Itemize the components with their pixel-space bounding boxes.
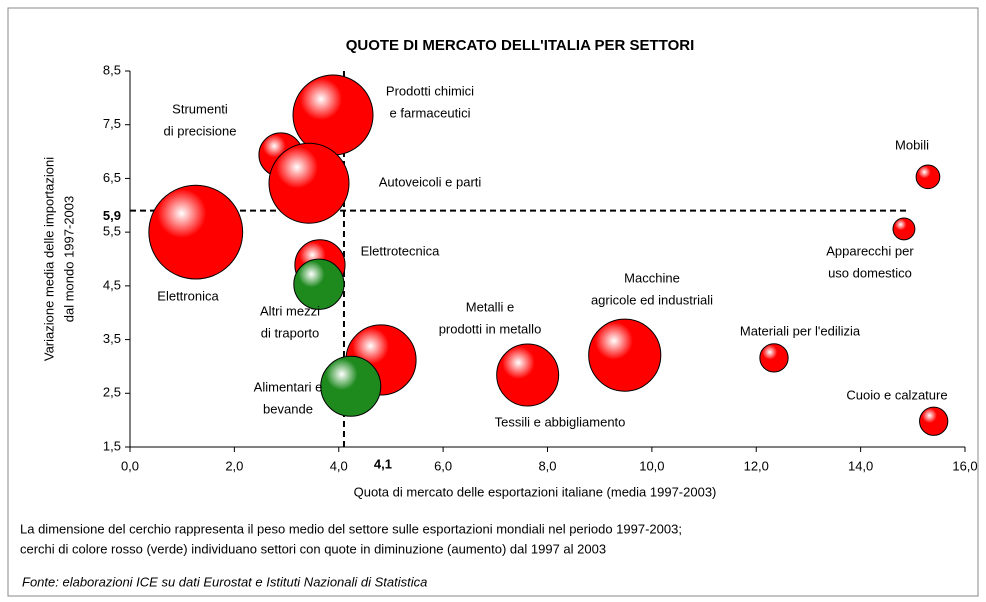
bubble-label: Autoveicoli e parti [379,174,482,189]
y-tick-label: 1,5 [103,438,121,453]
source: Fonte: elaborazioni ICE su dati Eurostat… [22,574,427,589]
bubble-label: di precisione [164,123,237,138]
bubble-label: Strumenti [172,101,228,116]
reference-label: 4,1 [374,456,392,471]
x-tick-label: 12,0 [744,458,769,473]
y-tick-label: 4,5 [103,277,121,292]
x-tick-label: 6,0 [434,458,452,473]
bubble [919,406,949,436]
bubble [320,355,382,417]
note: La dimensione del cerchio rappresenta il… [20,521,682,536]
bubble [496,343,560,407]
x-tick-label: 14,0 [848,458,873,473]
bubble-label: Alimentari e [254,379,323,394]
bubble-label: Tessili e abbigliamento [495,414,626,429]
bubble-label: bevande [263,401,313,416]
bubble [588,318,662,392]
y-axis-label: Variazione media delle importazioni [41,157,56,361]
bubble-label: Elettronica [157,288,219,303]
frame [7,7,979,597]
bubble-label: Materiali per l'edilizia [740,323,861,338]
reference-label: 5,9 [103,208,121,223]
x-tick-label: 0,0 [121,458,139,473]
bubble-label: uso domestico [828,265,912,280]
bubble [892,217,916,241]
y-tick-label: 8,5 [103,62,121,77]
x-tick-label: 2,0 [225,458,243,473]
bubble-label: di traporto [261,325,320,340]
bubble-label: Apparecchi per [826,243,914,258]
chart-title: QUOTE DI MERCATO DELL'ITALIA PER SETTORI [346,37,695,54]
bubble-label: Altri mezzi [260,303,320,318]
bubble-label: prodotti in metallo [439,321,542,336]
bubble-label: Macchine [624,270,680,285]
x-tick-label: 16,0 [952,458,977,473]
bubble-label: Prodotti chimici [386,83,474,98]
note: cerchi di colore rosso (verde) individua… [20,541,606,556]
y-tick-label: 2,5 [103,385,121,400]
bubble-label: Elettrotecnica [361,243,441,258]
x-tick-label: 10,0 [639,458,664,473]
bubble-label: agricole ed industriali [591,292,713,307]
bubble-label: Cuoio e calzature [846,387,947,402]
y-tick-label: 6,5 [103,170,121,185]
x-axis-label: Quota di mercato delle esportazioni ital… [354,484,717,499]
bubble [293,258,345,310]
bubble-label: e farmaceutici [390,105,471,120]
y-axis-label: dal mondo 1997-2003 [61,196,76,323]
x-tick-label: 4,0 [330,458,348,473]
y-tick-label: 5,5 [103,224,121,239]
x-tick-label: 8,0 [538,458,556,473]
y-tick-label: 3,5 [103,331,121,346]
bubble [759,343,789,373]
bubble-label: Mobili [895,137,929,152]
bubble [148,184,244,280]
bubble [915,164,941,190]
bubble-label: Metalli e [466,299,514,314]
bubble [268,142,350,224]
y-tick-label: 7,5 [103,116,121,131]
